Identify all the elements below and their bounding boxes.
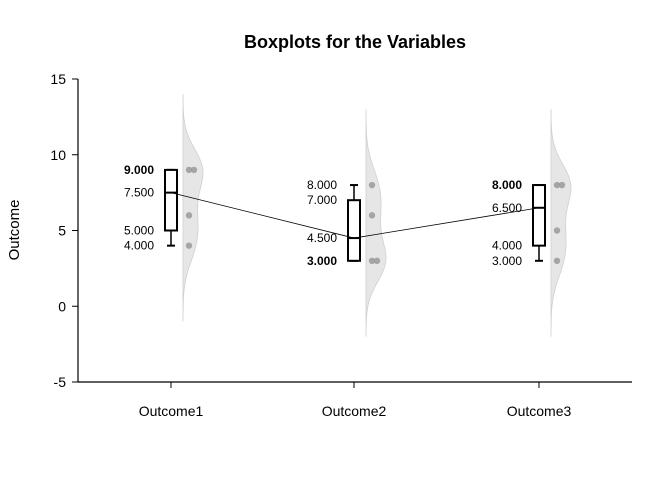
- box: [164, 168, 178, 232]
- x-tick-label: Outcome3: [507, 403, 572, 419]
- half-violin: [182, 94, 204, 322]
- data-point: [190, 166, 198, 174]
- stat-labels: 9.0007.5005.0004.0008.0007.0004.5003.000…: [124, 163, 522, 268]
- violins: [182, 94, 572, 337]
- box: [347, 199, 361, 262]
- stat-label: 3.000: [492, 254, 522, 268]
- median-connector-line: [170, 192, 540, 239]
- boxes: [164, 168, 546, 262]
- data-point: [185, 166, 193, 174]
- data-point: [558, 181, 566, 189]
- data-point: [368, 212, 376, 219]
- x-tick-label: Outcome2: [322, 403, 387, 419]
- stat-label: 4.500: [307, 231, 337, 245]
- axes: -5 0 5 10 15 Outcome1 Outcome2 Outcome3: [50, 71, 632, 419]
- data-point: [553, 181, 561, 189]
- y-tick-label: 10: [50, 147, 66, 163]
- chart-title: Boxplots for the Variables: [244, 32, 466, 52]
- x-tick-label: Outcome1: [139, 403, 204, 419]
- stat-label: 4.000: [492, 239, 522, 253]
- y-tick-label: -5: [54, 374, 67, 390]
- data-point: [553, 257, 561, 264]
- y-tick-label: 0: [58, 298, 66, 314]
- stat-label: 9.000: [124, 163, 154, 177]
- stat-label: 8.000: [307, 178, 337, 192]
- stat-label: 8.000: [492, 178, 522, 192]
- y-axis-label: Outcome: [6, 200, 23, 261]
- y-tick-label: 5: [58, 223, 66, 239]
- box: [532, 184, 546, 247]
- data-point: [185, 212, 193, 219]
- stat-label: 3.000: [307, 254, 337, 268]
- data-point: [368, 257, 376, 264]
- median-connector: [170, 192, 540, 239]
- stat-label: 7.000: [307, 193, 337, 207]
- half-violin: [365, 109, 387, 337]
- stat-label: 6.500: [492, 201, 522, 215]
- stat-label: 4.000: [124, 239, 154, 253]
- half-violin: [550, 109, 572, 337]
- stat-label: 7.500: [124, 186, 154, 200]
- data-point: [368, 181, 376, 189]
- data-point: [373, 257, 381, 264]
- points: [185, 166, 566, 264]
- y-tick-label: 15: [50, 71, 66, 87]
- data-point: [553, 227, 561, 234]
- data-point: [185, 242, 193, 249]
- stat-label: 5.000: [124, 224, 154, 238]
